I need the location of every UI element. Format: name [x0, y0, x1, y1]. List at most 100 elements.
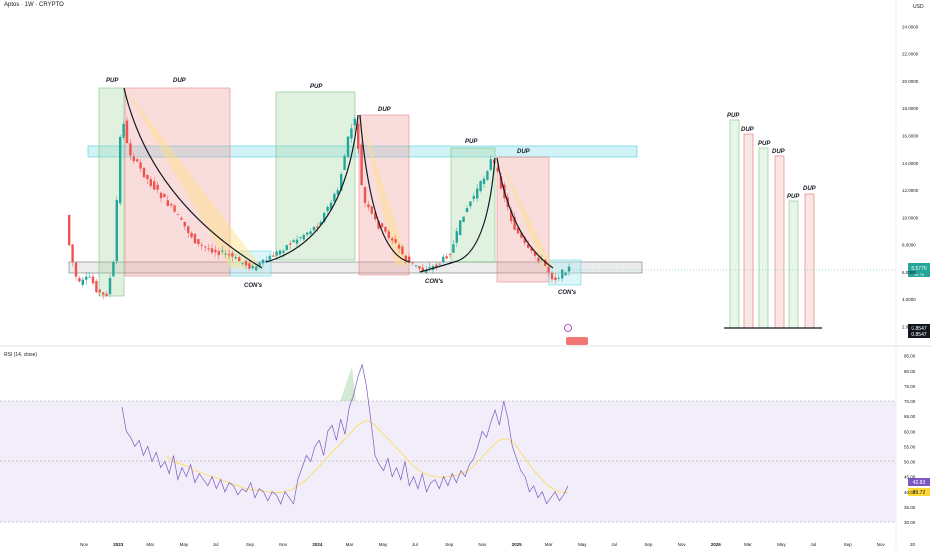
- candle-body: [166, 200, 169, 206]
- time-tick-label: Mar: [146, 542, 154, 547]
- time-tick-label: Nov: [877, 542, 886, 547]
- candle-body: [132, 156, 135, 162]
- candle-body: [367, 204, 370, 208]
- candle-body: [489, 159, 492, 170]
- annotation-labels: PUP DUP PUP DUP PUP DUP CON's CON's CON'…: [106, 78, 817, 296]
- candle-body: [156, 184, 159, 190]
- candle-body: [537, 257, 540, 262]
- rsi-tick-label: 75.00: [904, 384, 916, 389]
- proj-bar-dup1: [743, 133, 754, 329]
- candle-body: [217, 251, 220, 255]
- pup-box-2: [275, 91, 356, 261]
- candle-body: [221, 250, 224, 252]
- candle-body: [319, 221, 322, 225]
- candle-body: [224, 253, 227, 255]
- rsi-band: [0, 401, 896, 522]
- candle-body: [234, 257, 237, 259]
- candle-body: [380, 223, 384, 228]
- rsi-title[interactable]: RSI (14, close): [4, 352, 38, 358]
- price-axis: 2.0000 4.0000 6.0000 8.0000 10.0000 12.0000 14…: [902, 24, 919, 329]
- marker-price-text-1: 0.8547: [911, 326, 927, 332]
- candle-body: [85, 276, 88, 280]
- candle-body: [292, 240, 295, 243]
- time-tick-label: 20: [910, 542, 916, 547]
- candle-body: [231, 252, 234, 257]
- candle-body: [561, 269, 564, 279]
- earnings-marker-icon: [564, 324, 572, 332]
- candle-body: [414, 265, 418, 267]
- candle-body: [550, 272, 554, 280]
- candle-body: [193, 233, 197, 244]
- candle-body: [129, 143, 132, 156]
- candle-body: [387, 231, 390, 238]
- time-tick-label: Sep: [844, 542, 853, 547]
- candle-body: [125, 120, 129, 144]
- candle-body: [520, 232, 523, 238]
- candle-body: [323, 212, 326, 223]
- currency-label: USD: [913, 4, 924, 10]
- label-proj-dup3: DUP: [803, 186, 817, 192]
- candle-body: [401, 246, 404, 255]
- rsi-ma-tag: [908, 488, 930, 496]
- candle-body: [282, 250, 285, 253]
- proj-bar-pup1: [729, 119, 740, 329]
- time-tick-label: Mar: [744, 542, 752, 547]
- time-tick-label: Nov: [478, 542, 487, 547]
- candle-body: [197, 239, 200, 245]
- candle-body: [523, 237, 526, 244]
- candle-body: [425, 270, 428, 273]
- candle-body: [421, 267, 424, 272]
- candle-body: [295, 239, 299, 244]
- candle-body: [105, 293, 108, 296]
- con-box-3: [548, 259, 582, 286]
- time-tick-label: Sep: [246, 542, 255, 547]
- rsi-ma-line: [164, 420, 569, 493]
- candle-body: [187, 226, 190, 233]
- rsi-value-tag: [908, 478, 930, 486]
- rsi-tick-label: 85.00: [904, 354, 916, 359]
- time-tick-label: Nov: [279, 542, 288, 547]
- candle-body: [357, 123, 360, 149]
- dup-box-2: [358, 114, 410, 276]
- rsi-tick-label: 40.00: [904, 490, 916, 495]
- label-proj-dup2: DUP: [772, 149, 786, 155]
- candle-body: [374, 212, 377, 220]
- symbol-header[interactable]: Aptos · 1W · CRYPTO: [4, 2, 64, 8]
- fade-2: [361, 115, 409, 265]
- price-tick-label: 16.0000: [902, 134, 919, 139]
- rsi-overbought-fill: [340, 367, 356, 401]
- candle-body: [102, 292, 105, 295]
- candle-body: [397, 244, 401, 249]
- time-tick-label: May: [777, 542, 786, 547]
- time-tick-label: Sep: [445, 542, 454, 547]
- candle-body: [476, 188, 479, 199]
- time-tick-label: Sep: [644, 542, 653, 547]
- candle-body: [567, 266, 571, 272]
- price-tick-label: 22.0000: [902, 52, 919, 57]
- candle-body: [190, 232, 193, 238]
- candle-body: [448, 254, 452, 255]
- label-cycle2-dup: DUP: [378, 107, 392, 113]
- candle-body: [391, 238, 394, 241]
- candle-body: [445, 256, 448, 259]
- candle-body: [435, 264, 438, 268]
- time-tick-label: 2024: [312, 542, 323, 547]
- candle-body: [289, 243, 292, 245]
- rsi-tick-label: 80.00: [904, 369, 916, 374]
- price-tick-label: 4.0000: [902, 297, 916, 302]
- candle-body: [136, 159, 139, 162]
- candle-body: [68, 214, 71, 246]
- candle-body: [496, 167, 499, 172]
- countdown-text: 1d 7h: [914, 272, 924, 277]
- label-cycle3-pup: PUP: [465, 139, 478, 145]
- split-marker-icon: [566, 337, 588, 345]
- candle-body: [363, 187, 367, 203]
- candle-body: [88, 276, 91, 278]
- event-markers[interactable]: [564, 324, 589, 346]
- candle-body: [343, 155, 346, 171]
- candle-body: [346, 136, 350, 157]
- pup-box-3: [450, 147, 496, 263]
- label-cycle1-dup: DUP: [173, 78, 187, 84]
- label-proj-pup2: PUP: [758, 141, 771, 147]
